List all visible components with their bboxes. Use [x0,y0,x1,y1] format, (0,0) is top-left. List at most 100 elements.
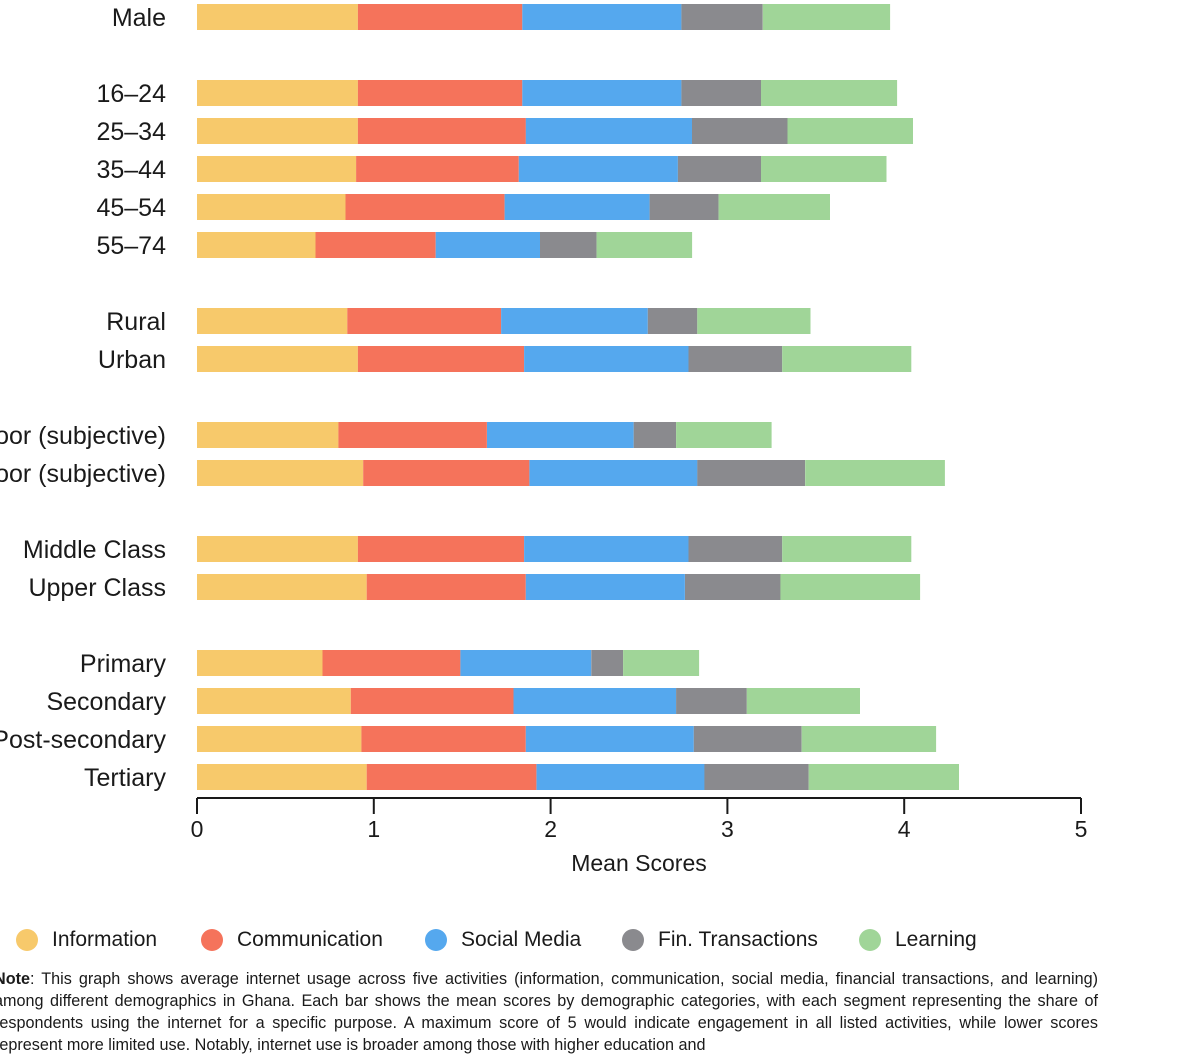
x-tick-label: 5 [1075,816,1088,842]
bar-learning-16-24 [761,80,898,106]
bar-information-55-74 [197,232,316,258]
bar-communication-male [357,4,523,30]
category-label: 35–44 [96,156,166,184]
bar-learning-tertiary [808,764,959,790]
bar-information-poor-subjective [197,422,339,448]
bar-learning-poor-subjective [676,422,772,448]
bar-communication-upper-class [366,574,526,600]
legend-item-information: Information [16,922,157,958]
legend-item-social-media: Social Media [425,922,581,958]
bar-fin-transactions-poor-subjective [633,422,677,448]
bar-social-media-poor-subjective [487,422,634,448]
bar-communication-tertiary [366,764,537,790]
x-tick-label: 1 [367,816,380,842]
legend-item-communication: Communication [201,922,383,958]
bar-fin-transactions-post-secondary [693,726,802,752]
bar-social-media-not-poor-subjective [529,460,698,486]
bar-information-primary [197,650,323,676]
bar-learning-55-74 [596,232,693,258]
bar-information-upper-class [197,574,367,600]
bar-fin-transactions-secondary [676,688,747,714]
bar-communication-primary [322,650,461,676]
bar-information-not-poor-subjective [197,460,364,486]
bar-communication-45-54 [345,194,505,220]
bar-information-secondary [197,688,351,714]
bar-communication-55-74 [315,232,436,258]
note-text: : This graph shows average internet usag… [0,970,1098,1054]
bar-learning-urban [782,346,912,372]
bar-information-35-44 [197,156,357,182]
bar-fin-transactions-55-74 [540,232,597,258]
bar-social-media-upper-class [525,574,685,600]
legend-swatch-social-media [425,929,447,951]
bar-learning-35-44 [761,156,887,182]
bar-fin-transactions-male [681,4,763,30]
bar-communication-poor-subjective [338,422,487,448]
x-tick-label: 2 [544,816,557,842]
bar-social-media-middle-class [524,536,689,562]
legend: Information Communication Social Media F… [0,922,1200,958]
legend-swatch-information [16,929,38,951]
bar-information-16-24 [197,80,358,106]
bar-fin-transactions-35-44 [677,156,761,182]
bar-communication-urban [357,346,525,372]
bar-fin-transactions-tertiary [704,764,809,790]
category-label: Tertiary [84,764,166,792]
category-label: 55–74 [96,232,166,260]
bar-fin-transactions-urban [688,346,783,372]
bar-information-urban [197,346,358,372]
bar-information-post-secondary [197,726,362,752]
bar-fin-transactions-primary [591,650,624,676]
bar-social-media-rural [501,308,648,334]
legend-swatch-fin-transactions [622,929,644,951]
legend-swatch-communication [201,929,223,951]
bar-fin-transactions-16-24 [681,80,761,106]
bar-information-rural [197,308,348,334]
bar-information-25-34 [197,118,358,144]
bar-information-45-54 [197,194,346,220]
category-label: Middle Class [23,536,166,564]
note-lead: Note [0,970,30,988]
bar-communication-rural [347,308,502,334]
bar-learning-post-secondary [801,726,937,752]
category-label: Upper Class [28,574,166,602]
legend-swatch-learning [859,929,881,951]
category-label: Poor (subjective) [0,422,166,450]
bar-social-media-45-54 [504,194,650,220]
bar-social-media-urban [524,346,689,372]
bar-learning-not-poor-subjective [805,460,945,486]
category-label: Rural [106,308,166,336]
bar-communication-35-44 [356,156,519,182]
bar-fin-transactions-45-54 [649,194,719,220]
bar-fin-transactions-middle-class [688,536,783,562]
legend-label: Learning [895,928,977,951]
bar-communication-post-secondary [361,726,526,752]
category-label: 16–24 [96,80,166,108]
x-tick-label: 3 [721,816,734,842]
bar-learning-45-54 [718,194,830,220]
category-label: 25–34 [96,118,166,146]
bar-social-media-16-24 [522,80,682,106]
bar-learning-male [762,4,891,30]
bar-social-media-secondary [513,688,677,714]
bar-communication-middle-class [357,536,525,562]
category-label: 45–54 [96,194,166,222]
bar-communication-16-24 [357,80,523,106]
bar-social-media-35-44 [518,156,678,182]
legend-label: Fin. Transactions [658,928,818,951]
bar-social-media-55-74 [435,232,540,258]
bar-fin-transactions-not-poor-subjective [697,460,806,486]
category-labels: Male 16–24 25–34 35–44 45–54 55–74 Rural Urban P… [0,4,166,792]
bar-information-tertiary [197,764,367,790]
legend-label: Social Media [461,928,582,951]
category-label: Secondary [46,688,166,716]
bar-social-media-tertiary [536,764,705,790]
bar-learning-secondary [746,688,860,714]
legend-label: Information [52,928,158,951]
x-tick-label: 0 [191,816,204,842]
bar-social-media-25-34 [525,118,692,144]
bar-communication-secondary [350,688,514,714]
category-label: Male [112,4,166,32]
x-axis: 0 1 2 3 4 5 [191,797,1088,842]
category-label: Post-secondary [0,726,166,754]
